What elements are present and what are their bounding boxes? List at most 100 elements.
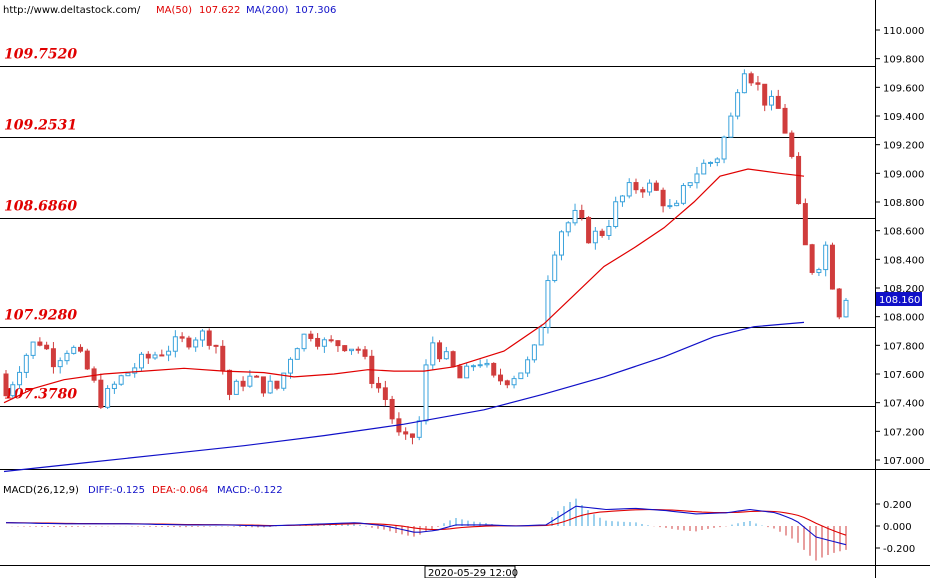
candle-down bbox=[504, 380, 510, 386]
candle-down bbox=[809, 244, 815, 273]
candle-up bbox=[199, 330, 205, 341]
price-tick-label: 109.600 bbox=[883, 83, 924, 94]
candle-up bbox=[301, 333, 307, 350]
candle-up bbox=[125, 372, 131, 377]
candle-up bbox=[10, 384, 16, 397]
time-label: 2020-05-29 12:00 bbox=[428, 568, 518, 578]
candle-down bbox=[362, 349, 368, 357]
candle-up bbox=[464, 365, 470, 379]
ma200-line bbox=[3, 321, 805, 473]
candle-up bbox=[71, 346, 77, 354]
candle-down bbox=[206, 330, 212, 346]
price-tick-label: 108.400 bbox=[883, 255, 924, 266]
candle-down bbox=[762, 83, 768, 106]
candle-down bbox=[3, 373, 9, 397]
macd-tick-label: 0.200 bbox=[883, 500, 912, 511]
ma200-value: 107.306 bbox=[295, 5, 336, 16]
candle-up bbox=[613, 201, 619, 227]
candle-up bbox=[57, 360, 63, 368]
candle-up bbox=[558, 231, 564, 256]
price-tick-label: 107.200 bbox=[883, 427, 924, 438]
candle-up bbox=[430, 342, 436, 366]
price-tick-label: 108.800 bbox=[883, 198, 924, 209]
candle-down bbox=[579, 209, 585, 219]
candle-up bbox=[565, 222, 571, 233]
candle-down bbox=[274, 380, 280, 389]
candle-down bbox=[409, 433, 415, 438]
candle-up bbox=[105, 388, 111, 408]
candle-up bbox=[768, 95, 774, 106]
candle-up bbox=[823, 244, 829, 271]
current-price-badge bbox=[876, 292, 922, 306]
candle-up bbox=[667, 205, 673, 208]
candle-down bbox=[186, 337, 192, 348]
macd-dea: DEA:-0.064 bbox=[152, 485, 208, 496]
macd-tick-label: -0.200 bbox=[883, 544, 915, 555]
candle-down bbox=[315, 337, 321, 347]
time-label-box bbox=[424, 565, 516, 578]
price-tick-label: 107.800 bbox=[883, 341, 924, 352]
price-tick-label: 110.000 bbox=[883, 26, 924, 37]
candle-up bbox=[647, 182, 653, 193]
candle-up bbox=[247, 375, 253, 387]
candle-up bbox=[166, 350, 172, 356]
candle-up bbox=[477, 364, 483, 367]
support-resistance-levels: 109.7520 109.2531 108.6860 107.9280 107.3780 bbox=[0, 47, 875, 407]
candle-up bbox=[17, 371, 23, 386]
candle-down bbox=[389, 398, 395, 420]
ma50-line bbox=[3, 168, 805, 404]
candle-up bbox=[741, 73, 747, 94]
macd-title: MACD(26,12,9) bbox=[3, 485, 79, 496]
candle-down bbox=[586, 217, 592, 244]
price-tick-label: 108.200 bbox=[883, 284, 924, 295]
candle-down bbox=[260, 376, 266, 394]
candle-down bbox=[789, 132, 795, 157]
candle-up bbox=[118, 375, 124, 385]
candle-up bbox=[443, 351, 449, 360]
candle-down bbox=[254, 375, 260, 378]
price-tick-label: 107.400 bbox=[883, 399, 924, 410]
candle-up bbox=[152, 354, 158, 359]
price-tick-label: 107.600 bbox=[883, 370, 924, 381]
price-tick-label: 109.800 bbox=[883, 55, 924, 66]
candle-down bbox=[227, 369, 233, 395]
candle-up bbox=[30, 341, 36, 356]
candle-up bbox=[111, 383, 117, 390]
candle-down bbox=[491, 362, 497, 376]
candle-down bbox=[213, 344, 219, 347]
candle-down bbox=[335, 340, 341, 347]
candle-down bbox=[653, 182, 659, 191]
candle-down bbox=[748, 73, 754, 84]
macd-tick-label: 0.000 bbox=[883, 522, 912, 533]
candle-up bbox=[735, 92, 741, 117]
candle-up bbox=[23, 354, 29, 373]
candle-up bbox=[714, 158, 720, 163]
macd-panel bbox=[5, 498, 847, 561]
candle-up bbox=[525, 359, 531, 374]
candle-down bbox=[50, 348, 56, 368]
candle-up bbox=[626, 182, 632, 197]
candle-down bbox=[220, 345, 226, 371]
candle-up bbox=[423, 364, 429, 422]
candle-down bbox=[376, 382, 382, 389]
candle-up bbox=[592, 230, 598, 244]
candle-up bbox=[518, 372, 524, 380]
candle-down bbox=[450, 351, 456, 367]
candle-up bbox=[545, 280, 551, 328]
site-url: http://www.deltastock.com/ bbox=[3, 5, 141, 16]
candle-up bbox=[294, 348, 300, 360]
candle-down bbox=[660, 189, 666, 207]
candle-up bbox=[484, 362, 490, 366]
level-label: 107.3780 bbox=[4, 387, 77, 403]
candle-down bbox=[342, 345, 348, 352]
candle-up bbox=[674, 202, 680, 207]
candle-down bbox=[755, 82, 761, 85]
price-axis-ticks: 107.000 107.200 107.400 107.600 107.800 108.0… bbox=[875, 26, 924, 467]
candle-up bbox=[619, 195, 625, 203]
candle-up bbox=[416, 420, 422, 438]
macd-diff: DIFF:-0.125 bbox=[88, 485, 145, 496]
level-label: 109.2531 bbox=[4, 118, 77, 134]
candle-down bbox=[91, 368, 97, 381]
ma200-label: MA(200) bbox=[246, 5, 288, 16]
candle-up bbox=[267, 380, 273, 394]
